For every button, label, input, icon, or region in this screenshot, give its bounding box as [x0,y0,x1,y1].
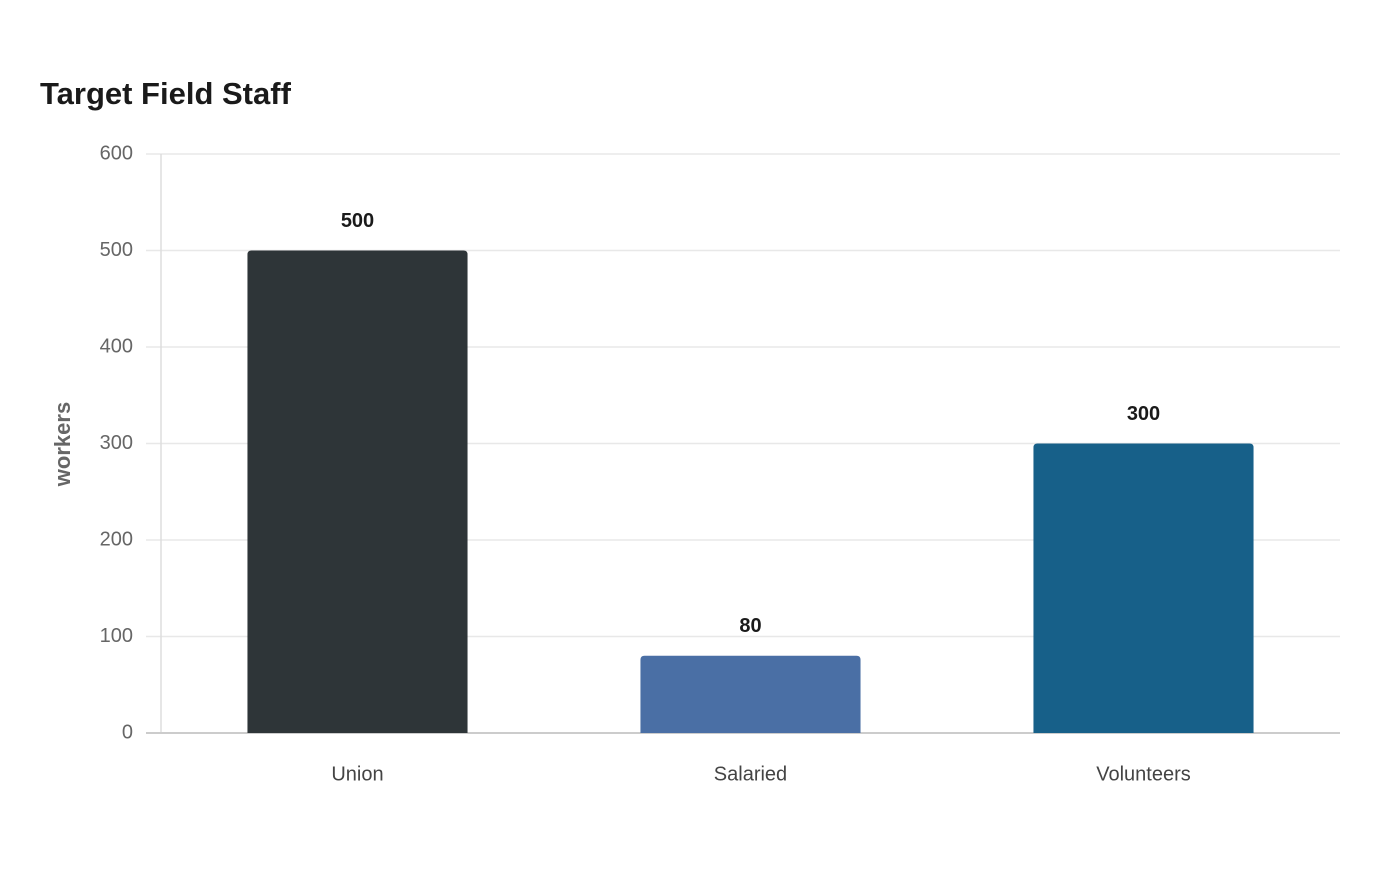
y-tick-label: 200 [100,528,133,550]
y-tick-label: 600 [100,142,133,164]
bar [247,250,468,733]
y-axis-label: workers [50,402,75,487]
y-tick-label: 100 [100,625,133,647]
x-tick-label: Union [331,763,383,785]
x-tick-label: Volunteers [1096,763,1191,785]
y-tick-label: 0 [122,721,133,743]
y-tick-label: 500 [100,239,133,261]
y-tick-label: 300 [100,432,133,454]
chart-title: Target Field Staff [40,76,292,111]
value-label: 500 [341,210,374,232]
x-tick-label: Salaried [714,763,787,785]
value-label: 300 [1127,403,1160,425]
value-label: 80 [739,615,761,637]
bar [1033,443,1254,733]
bar [640,655,861,733]
y-tick-label: 400 [100,335,133,357]
